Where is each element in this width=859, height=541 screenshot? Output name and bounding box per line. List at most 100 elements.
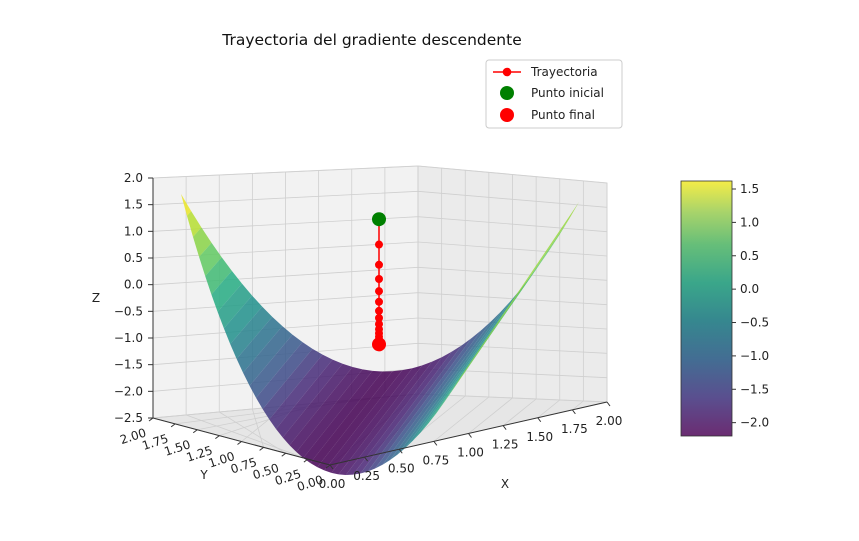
surface-strip xyxy=(303,370,383,463)
z-axis-ticks: −2.5 −2.0 −1.5 −1.0 −0.5 0.0 0.5 1.0 1.5 2.0 xyxy=(114,171,153,425)
x-tick-mark xyxy=(606,401,611,407)
x-tick-mark xyxy=(433,441,438,446)
surface-strip xyxy=(382,321,492,465)
trajectory-point xyxy=(375,240,383,249)
z-tick-label: 2.0 xyxy=(124,171,143,185)
surface-strip xyxy=(296,369,373,458)
x-tick-label: 1.75 xyxy=(561,422,588,436)
colorbar-ticks: −2.0 −1.5 −1.0 −0.5 0.0 0.5 1.0 1.5 xyxy=(732,182,769,430)
surface-strip xyxy=(211,270,242,312)
chart-title: Trayectoria del gradiente descendente xyxy=(221,31,521,49)
x-tick-mark xyxy=(502,425,507,430)
y-tick-mark xyxy=(325,464,331,469)
surface-strip xyxy=(345,357,442,475)
colorbar-tick-label: −2.0 xyxy=(740,416,769,430)
x-axis-label: X xyxy=(501,477,509,491)
legend-punto-inicial-marker xyxy=(500,86,514,100)
colorbar xyxy=(680,180,733,437)
x-tick-mark xyxy=(398,448,403,454)
trajectory-point xyxy=(375,260,383,269)
trajectory-point xyxy=(375,297,383,306)
x-tick-label: 0.25 xyxy=(353,469,380,483)
legend-punto-final-label: Punto final xyxy=(531,108,595,122)
surface-strip xyxy=(444,218,570,403)
x-tick-mark xyxy=(571,409,576,415)
z-tick-label: −2.0 xyxy=(114,384,143,398)
surface-strip xyxy=(205,257,232,295)
trajectory xyxy=(372,212,386,352)
surface-strip xyxy=(324,368,413,473)
surface xyxy=(181,194,579,475)
surface-strip xyxy=(331,365,423,475)
x-tick-label: 1.00 xyxy=(457,446,484,460)
colorbar-tick-label: −1.5 xyxy=(740,382,769,396)
surface-strip xyxy=(217,283,253,329)
y-axis-label: Y xyxy=(199,468,208,482)
surface-strip xyxy=(186,211,202,237)
surface-strip xyxy=(199,242,222,277)
z-tick-label: −2.5 xyxy=(114,411,143,425)
surface-strip xyxy=(353,351,452,475)
trajectory-point xyxy=(375,274,383,283)
colorbar-tick-label: −0.5 xyxy=(740,316,769,330)
start-point-marker xyxy=(372,212,386,227)
colorbar-tick-label: 1.5 xyxy=(740,182,759,196)
y-tick-mark xyxy=(303,458,309,463)
surface-strip xyxy=(249,334,303,398)
z-tick-label: −1.0 xyxy=(114,331,143,345)
y-tick-mark xyxy=(281,452,287,457)
x-tick-mark xyxy=(329,464,334,470)
surface-strip xyxy=(193,227,212,257)
surface-strip xyxy=(269,354,333,429)
legend: Trayectoria Punto inicial Punto final xyxy=(485,59,623,129)
surface-strip xyxy=(397,300,511,455)
z-axis-label: Z xyxy=(92,291,100,305)
y-axis-ticks: 0.000.250.500.751.001.251.501.752.00 xyxy=(118,417,331,494)
surface-strip xyxy=(236,316,283,373)
x-floor-gridline xyxy=(433,396,490,442)
surface-strip xyxy=(256,342,313,410)
surface-strip xyxy=(243,326,293,386)
surface-strip xyxy=(310,371,393,468)
y-tick-mark xyxy=(192,429,198,434)
y-floor-gridline xyxy=(219,411,286,454)
x-tick-mark xyxy=(537,417,542,423)
z-tick-label: −1.5 xyxy=(114,358,143,372)
x-floor-gridline xyxy=(502,398,537,426)
trajectory-point xyxy=(375,306,383,315)
surface-strip xyxy=(230,306,273,359)
surface-strip xyxy=(338,361,433,475)
y-tick-mark xyxy=(259,446,264,451)
z-tick-label: −0.5 xyxy=(114,304,143,318)
y-tick-mark xyxy=(170,423,176,428)
surface-strip xyxy=(375,330,482,469)
x-floor-gridline xyxy=(537,399,561,419)
surface-strip xyxy=(282,363,353,446)
surface-strip xyxy=(223,295,263,345)
legend-punto-final-marker xyxy=(500,108,514,122)
legend-punto-inicial-label: Punto inicial xyxy=(531,86,604,100)
surface-strip xyxy=(289,366,363,453)
colorbar-tick-label: −1.0 xyxy=(740,349,769,363)
legend-trayectoria-marker xyxy=(502,67,512,77)
surface-strip xyxy=(276,359,343,438)
x-tick-label: 2.00 xyxy=(596,414,623,428)
surface-strip xyxy=(262,348,323,420)
x-tick-label: 0.75 xyxy=(423,453,450,467)
x-tick-mark xyxy=(468,433,472,438)
surface-strip xyxy=(367,338,472,472)
x-tick-label: 1.25 xyxy=(492,438,519,452)
x-floor-gridline xyxy=(572,400,584,411)
legend-box xyxy=(485,59,623,129)
y-tick-mark xyxy=(237,441,242,445)
y-tick-mark xyxy=(215,435,220,440)
x-tick-label: 1.50 xyxy=(526,430,553,444)
surface-strip xyxy=(405,289,521,449)
x-tick-label: 0.00 xyxy=(319,477,346,491)
z-tick-label: 0.5 xyxy=(124,251,143,265)
end-point-marker xyxy=(372,337,386,352)
z-tick-label: 0.0 xyxy=(124,278,143,292)
y-tick-mark xyxy=(148,417,154,422)
surface-strip xyxy=(452,202,579,391)
